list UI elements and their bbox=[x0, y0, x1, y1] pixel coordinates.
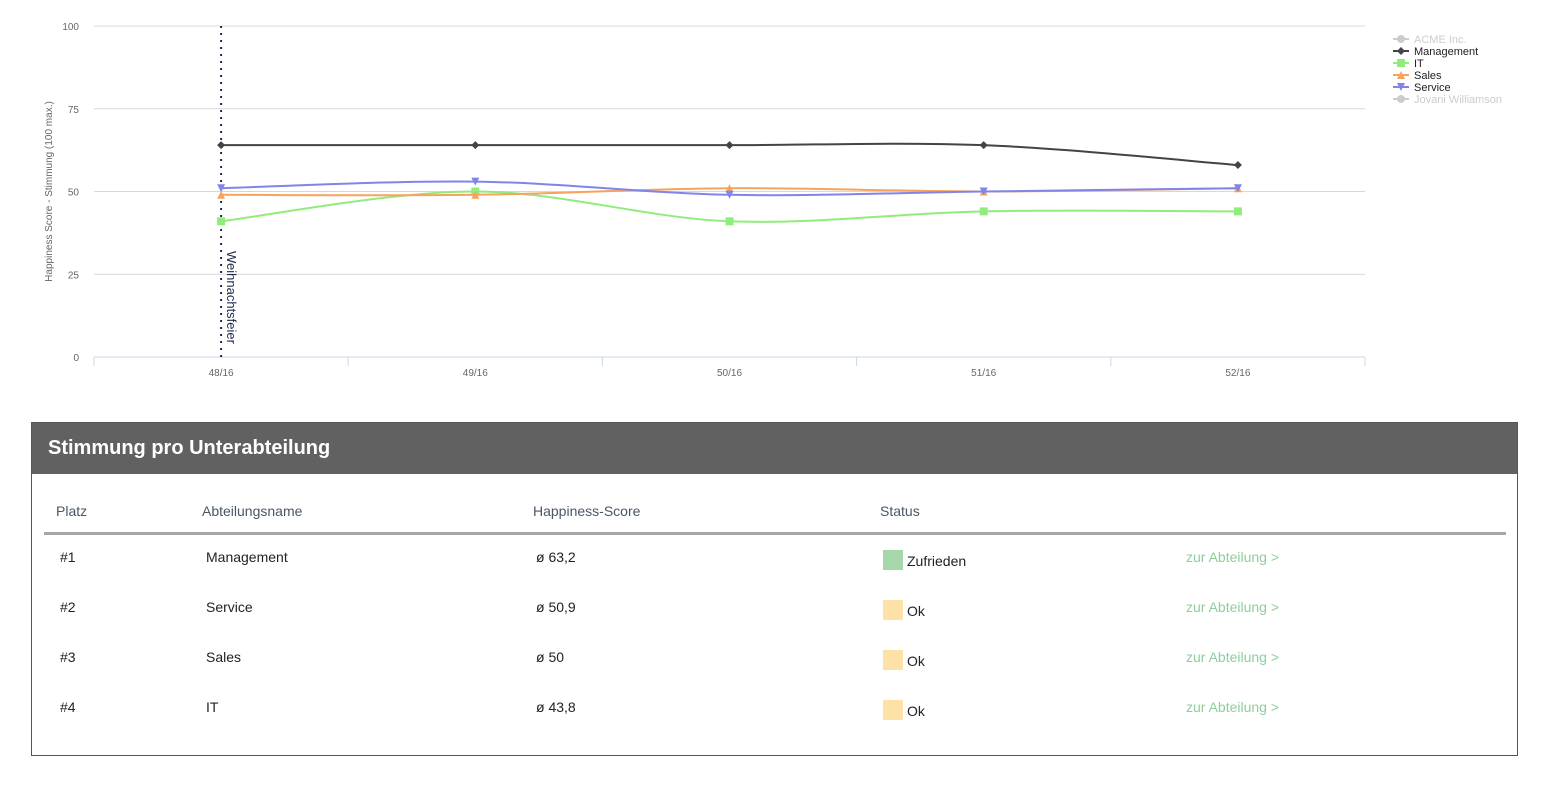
header-rank: Platz bbox=[56, 503, 88, 519]
score-cell: ø 50,9 bbox=[536, 599, 576, 615]
legend-label-jovani-williamson[interactable]: Jovani Williamson bbox=[1414, 94, 1502, 106]
goto-department-link[interactable]: zur Abteilung > bbox=[1186, 649, 1280, 665]
status-color-swatch bbox=[883, 700, 903, 720]
data-point-it bbox=[1233, 207, 1242, 216]
header-happiness-score: Happiness-Score bbox=[533, 503, 641, 519]
header-department-name: Abteilungsname bbox=[202, 503, 303, 519]
x-tick-label: 48/16 bbox=[209, 368, 234, 379]
status-label: Ok bbox=[907, 703, 925, 719]
y-tick-label: 0 bbox=[73, 353, 79, 364]
status-color-swatch bbox=[883, 550, 903, 570]
score-cell: ø 50 bbox=[536, 649, 565, 665]
rank-cell: #3 bbox=[60, 649, 76, 665]
goto-department-link[interactable]: zur Abteilung > bbox=[1186, 699, 1280, 715]
legend-label-sales[interactable]: Sales bbox=[1414, 70, 1442, 82]
table-row: #3 Sales ø 50 Ok zur Abteilung > bbox=[32, 637, 1519, 687]
data-point-it bbox=[979, 207, 988, 216]
goto-department-link[interactable]: zur Abteilung > bbox=[1186, 599, 1280, 615]
legend-label-management[interactable]: Management bbox=[1414, 46, 1478, 58]
status-color-swatch bbox=[883, 600, 903, 620]
data-point-management bbox=[725, 141, 734, 150]
y-axis-title: Happiness Score - Stimmung (100 max.) bbox=[44, 101, 55, 282]
score-cell: ø 63,2 bbox=[536, 549, 576, 565]
legend-marker-jovani-williamson bbox=[1397, 95, 1405, 103]
data-point-management bbox=[979, 141, 988, 150]
data-point-management bbox=[1233, 161, 1242, 170]
x-tick-label: 52/16 bbox=[1225, 368, 1250, 379]
legend-marker-service bbox=[1397, 83, 1405, 91]
data-point-service bbox=[979, 187, 988, 196]
happiness-line-chart: 0 25 50 75 100 Happiness Score - Stimmung (10… bbox=[44, 22, 1502, 379]
data-point-service bbox=[725, 190, 734, 199]
data-point-management bbox=[217, 141, 226, 150]
legend-marker-sales bbox=[1397, 71, 1405, 79]
table-row: #4 IT ø 43,8 Ok zur Abteilung > bbox=[32, 687, 1519, 737]
data-point-service bbox=[1233, 184, 1242, 193]
x-tick-label: 50/16 bbox=[717, 368, 742, 379]
status-label: Zufrieden bbox=[907, 553, 967, 569]
rank-cell: #2 bbox=[60, 599, 76, 615]
data-point-management bbox=[471, 141, 480, 150]
header-status: Status bbox=[880, 503, 920, 519]
legend-marker-management bbox=[1397, 47, 1405, 55]
data-point-it bbox=[725, 217, 734, 226]
department-name-cell: Sales bbox=[206, 649, 242, 665]
legend-label-acme-inc.[interactable]: ACME Inc. bbox=[1414, 34, 1467, 46]
x-tick-label: 51/16 bbox=[971, 368, 996, 379]
data-point-sales bbox=[471, 190, 480, 199]
score-cell: ø 43,8 bbox=[536, 699, 576, 715]
legend-marker-acme-inc. bbox=[1397, 35, 1405, 43]
data-point-service bbox=[471, 177, 480, 186]
legend-label-it[interactable]: IT bbox=[1414, 58, 1424, 70]
y-tick-label: 50 bbox=[68, 188, 80, 199]
data-point-sales bbox=[217, 190, 226, 199]
department-ranking-panel: Stimmung pro Unterabteilung Platz Abteil… bbox=[31, 422, 1518, 756]
annotation-label: Weihnachtsfeier bbox=[224, 251, 239, 345]
table-row: #1 Management ø 63,2 Zufrieden zur Abtei… bbox=[32, 537, 1519, 587]
data-point-service bbox=[217, 184, 226, 193]
data-point-it bbox=[217, 217, 226, 226]
status-label: Ok bbox=[907, 653, 925, 669]
department-name-cell: Service bbox=[206, 599, 253, 615]
department-name-cell: Management bbox=[206, 549, 288, 565]
rank-cell: #4 bbox=[60, 699, 76, 715]
table-header: Platz Abteilungsname Happiness-Score Sta… bbox=[44, 499, 1506, 535]
panel-title: Stimmung pro Unterabteilung bbox=[32, 423, 1517, 474]
y-tick-label: 100 bbox=[62, 22, 79, 33]
department-name-cell: IT bbox=[206, 699, 219, 715]
status-color-swatch bbox=[883, 650, 903, 670]
rank-cell: #1 bbox=[60, 549, 76, 565]
data-point-sales bbox=[725, 184, 734, 193]
legend-label-service[interactable]: Service bbox=[1414, 82, 1451, 94]
x-tick-label: 49/16 bbox=[463, 368, 488, 379]
legend-marker-it bbox=[1397, 59, 1405, 67]
y-tick-label: 75 bbox=[68, 105, 80, 116]
table-row: #2 Service ø 50,9 Ok zur Abteilung > bbox=[32, 587, 1519, 637]
goto-department-link[interactable]: zur Abteilung > bbox=[1186, 549, 1280, 565]
y-tick-label: 25 bbox=[68, 270, 80, 281]
status-label: Ok bbox=[907, 603, 925, 619]
